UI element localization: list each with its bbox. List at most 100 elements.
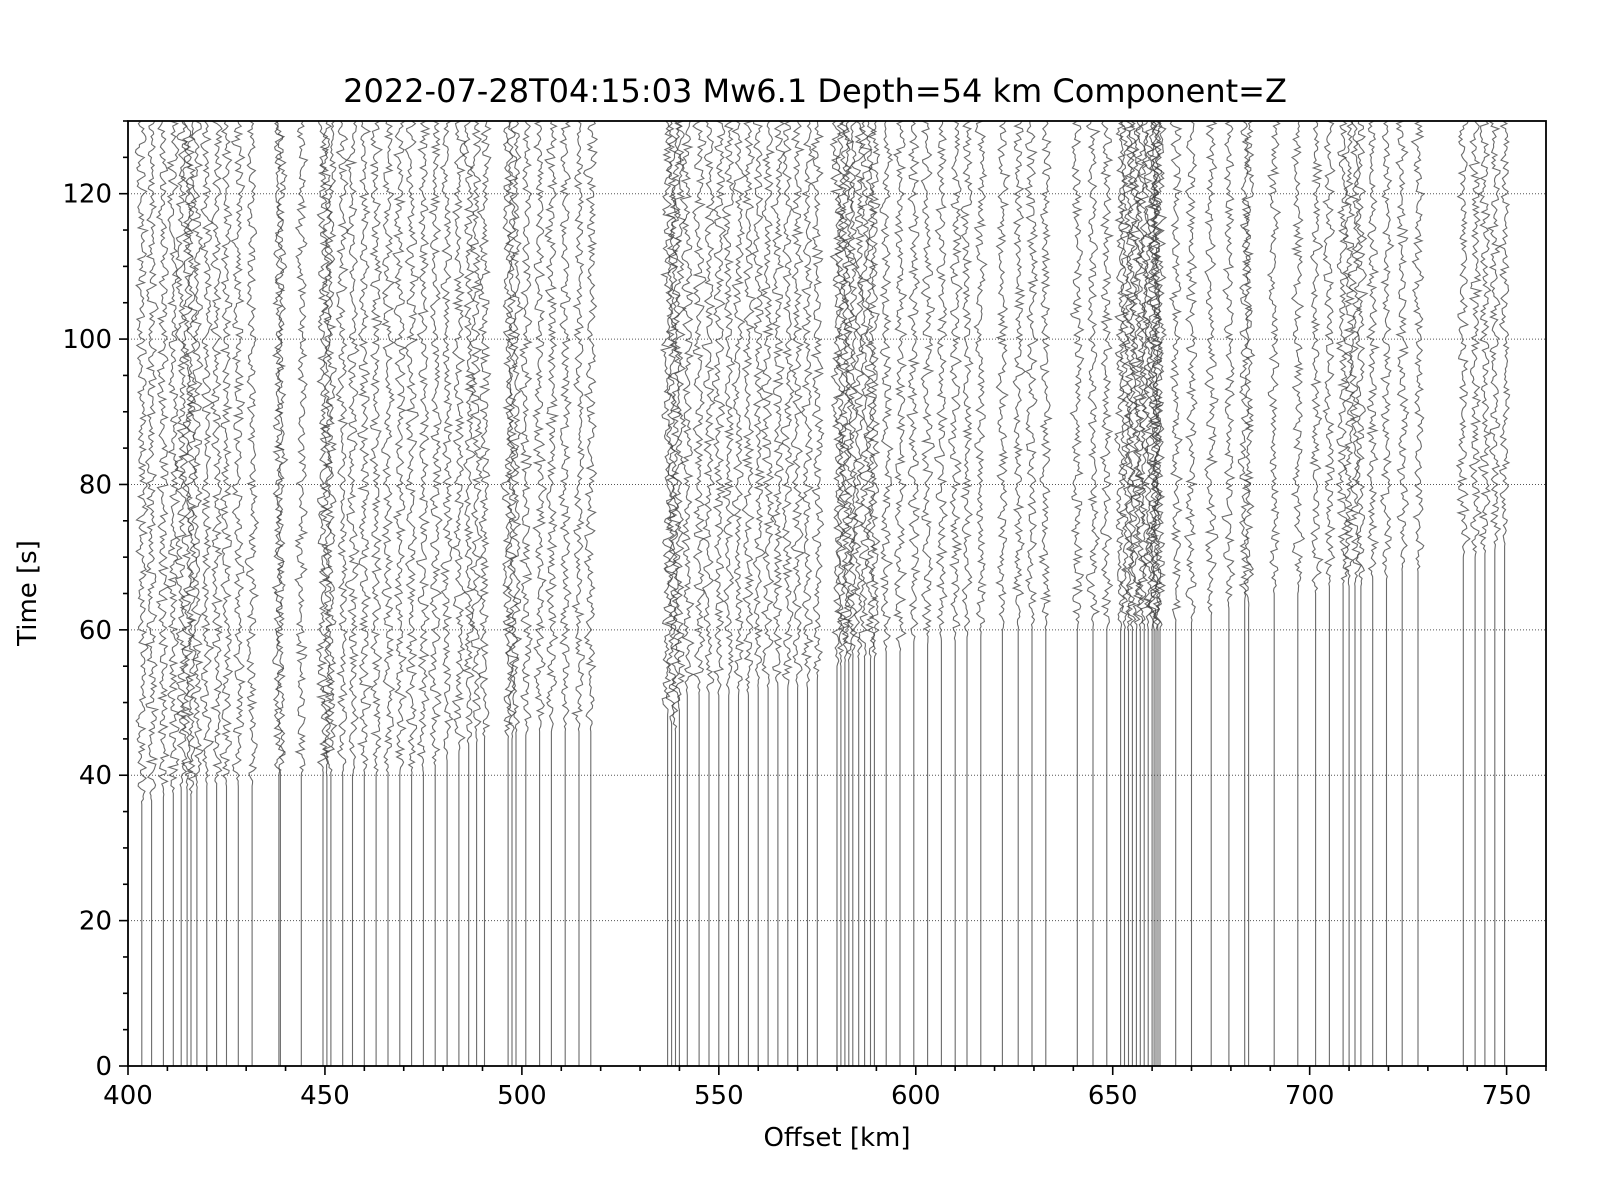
seismic-trace [1152, 120, 1168, 1066]
seismic-trace [155, 120, 170, 1066]
seismic-trace [712, 120, 727, 1066]
y-tick-label: 80 [79, 470, 112, 500]
seismic-trace [1038, 120, 1053, 1066]
seismic-trace [210, 120, 224, 1066]
seismic-trace [1353, 120, 1369, 1066]
y-tick-label: 100 [62, 325, 112, 355]
seismic-trace [960, 120, 974, 1066]
seismic-trace [829, 120, 845, 1066]
seismic-trace [948, 120, 963, 1066]
seismic-trace [294, 120, 309, 1066]
seismic-trace [920, 120, 936, 1066]
seismic-trace [428, 120, 443, 1066]
seismic-trace [973, 120, 988, 1066]
seismic-trace [760, 120, 775, 1066]
seismic-trace [731, 120, 746, 1066]
seismic-trace [741, 120, 757, 1066]
seismic-trace [846, 120, 859, 1066]
seismic-trace [906, 120, 921, 1066]
seismic-trace [1468, 120, 1483, 1066]
seismic-trace [879, 120, 894, 1066]
chart-title: 2022-07-28T04:15:03 Mw6.1 Depth=54 km Co… [343, 72, 1287, 110]
seismic-trace [790, 120, 806, 1066]
seismic-trace [144, 120, 160, 1066]
seismic-trace [369, 120, 384, 1066]
y-axis-ticks: 0 20 40 60 80 100 120 [62, 120, 128, 1082]
seismic-trace [571, 120, 585, 1066]
seismic-trace [415, 120, 431, 1066]
seismic-trace [500, 120, 516, 1066]
seismic-trace [892, 120, 908, 1066]
seismic-trace [557, 120, 572, 1066]
seismic-trace [659, 120, 676, 1066]
seismic-trace [701, 120, 716, 1066]
seismic-trace [1024, 120, 1039, 1066]
seismic-trace [800, 120, 816, 1066]
seismic-trace [679, 120, 695, 1066]
x-tick-label: 500 [497, 1081, 547, 1111]
seismic-trace [344, 120, 360, 1066]
seismic-trace [1125, 120, 1140, 1066]
seismic-trace [179, 120, 195, 1066]
seismic-trace [380, 120, 396, 1066]
seismic-trace [837, 120, 853, 1066]
seismic-trace [1379, 120, 1395, 1066]
seismic-trace [995, 120, 1011, 1066]
seismic-trace [1322, 120, 1336, 1066]
seismic-trace [518, 120, 533, 1066]
y-axis-label: Time [s] [13, 540, 43, 647]
seismic-trace [404, 120, 420, 1066]
seismic-trace [1136, 120, 1151, 1066]
y-tick-label: 40 [79, 761, 112, 791]
x-axis-ticks: 400 450 500 550 600 650 700 750 [103, 1066, 1547, 1111]
seismic-trace [1309, 120, 1324, 1066]
seismic-trace [439, 120, 454, 1066]
seismic-trace [1455, 120, 1471, 1066]
seismic-trace [751, 120, 766, 1066]
x-tick-label: 700 [1285, 1081, 1335, 1111]
x-tick-label: 450 [300, 1081, 350, 1111]
seismic-trace [810, 120, 825, 1066]
seismic-trace [230, 120, 246, 1066]
x-axis-label: Offset [km] [763, 1123, 910, 1153]
seismic-trace [1395, 120, 1410, 1066]
seismic-trace [692, 120, 707, 1066]
seismic-trace [532, 120, 548, 1066]
seismic-trace [1498, 120, 1511, 1066]
seismic-trace [1085, 120, 1101, 1066]
seismic-trace [1410, 120, 1426, 1066]
seismic-trace [770, 120, 786, 1066]
seismic-trace [315, 120, 331, 1066]
x-tick-label: 600 [891, 1081, 941, 1111]
seismic-trace [1341, 120, 1357, 1066]
seismic-trace [1099, 120, 1115, 1066]
seismic-trace [1129, 120, 1145, 1066]
seismic-trace [1133, 120, 1147, 1066]
y-tick-label: 120 [62, 180, 112, 210]
x-tick-label: 650 [1088, 1081, 1138, 1111]
seismic-trace [1069, 120, 1085, 1066]
seismic-trace [174, 120, 189, 1066]
seismic-trace [1149, 120, 1163, 1066]
seismic-trace [721, 120, 736, 1066]
seismic-trace [1241, 120, 1256, 1066]
seismic-trace [319, 120, 335, 1066]
seismic-trace [451, 120, 468, 1066]
seismic-trace [134, 120, 150, 1066]
seismic-trace [1290, 120, 1306, 1066]
seismic-trace [189, 120, 204, 1066]
seismic-trace [840, 120, 856, 1066]
seismic-trace [1266, 120, 1282, 1066]
seismic-trace [1486, 120, 1502, 1066]
seismic-trace [867, 120, 881, 1066]
seismic-trace [1237, 120, 1253, 1066]
seismic-trace [461, 120, 477, 1066]
seismic-trace [509, 120, 524, 1066]
seismic-trace [856, 120, 873, 1066]
seismic-trace [392, 120, 408, 1066]
seismic-trace [1151, 120, 1165, 1066]
seismic-trace [335, 120, 350, 1066]
seismic-trace [504, 120, 520, 1066]
seismic-trace [273, 120, 289, 1066]
